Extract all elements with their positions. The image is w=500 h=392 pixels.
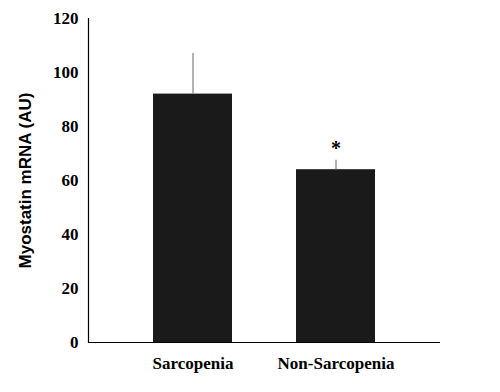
svg-text:20: 20 [62,279,79,298]
svg-text:*: * [331,137,341,159]
svg-text:60: 60 [62,171,79,190]
svg-text:100: 100 [53,63,79,82]
svg-text:40: 40 [62,225,79,244]
svg-text:Sarcopenia: Sarcopenia [153,354,234,373]
svg-text:Myostatin mRNA (AU): Myostatin mRNA (AU) [16,93,35,269]
svg-text:0: 0 [70,333,79,352]
svg-text:80: 80 [62,117,79,136]
svg-text:120: 120 [53,9,79,28]
svg-text:Non-Sarcopenia: Non-Sarcopenia [278,354,395,373]
